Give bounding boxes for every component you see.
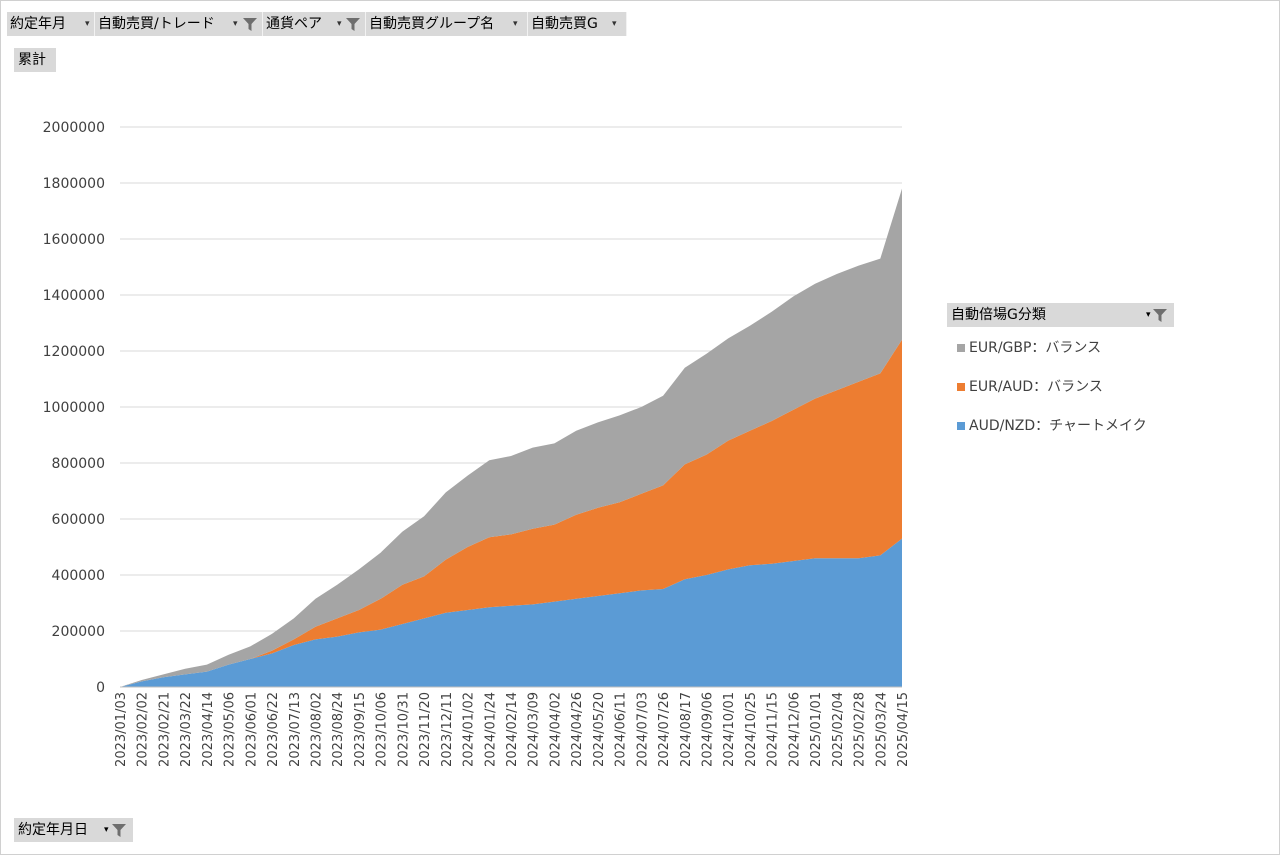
- x-tick-label: 2024/02/14: [505, 692, 520, 767]
- y-tick-label: 400000: [52, 568, 105, 584]
- axis-field-label: 約定年月日: [18, 822, 88, 838]
- field-button-auto-group-name[interactable]: 自動売買グループ名 ▾: [366, 12, 528, 36]
- legend-swatch: [957, 344, 965, 352]
- field-label: 通貨ペア: [266, 16, 322, 32]
- field-button-contract-month[interactable]: 約定年月 ▾: [7, 12, 95, 36]
- x-tick-label: 2023/11/20: [418, 692, 433, 767]
- legend-label: AUD/NZD：チャートメイク: [969, 418, 1147, 434]
- x-tick-label: 2023/06/01: [244, 692, 259, 767]
- x-tick-label: 2023/08/02: [310, 692, 325, 767]
- legend-item-eur-aud: EUR/AUD：バランス: [957, 376, 1103, 396]
- x-tick-label: 2024/10/25: [744, 692, 759, 767]
- x-tick-label: 2024/01/02: [462, 692, 477, 767]
- legend-field-label: 自動倍場G分類: [951, 307, 1046, 323]
- x-axis-ticks: 2023/01/03 2023/02/02 2023/02/21 2023/03/22…: [114, 692, 911, 767]
- x-tick-label: 2023/02/21: [157, 692, 172, 767]
- x-tick-label: 2024/10/01: [722, 692, 737, 767]
- field-label: 自動売買G: [531, 16, 598, 32]
- legend-swatch: [957, 422, 965, 430]
- x-tick-label: 2024/07/26: [657, 692, 672, 767]
- x-tick-label: 2025/01/01: [809, 692, 824, 767]
- series-area: [120, 339, 902, 687]
- x-tick-label: 2023/09/15: [353, 692, 368, 767]
- field-button-auto-trade[interactable]: 自動売買/トレード ▾: [95, 12, 263, 36]
- dropdown-icon[interactable]: ▾: [85, 19, 90, 29]
- y-tick-label: 1200000: [43, 344, 105, 360]
- x-tick-label: 2024/11/15: [766, 692, 781, 767]
- x-tick-label: 2023/07/13: [288, 692, 303, 767]
- y-tick-label: 200000: [52, 624, 105, 640]
- x-tick-label: 2024/08/17: [679, 692, 694, 767]
- x-tick-label: 2025/04/15: [896, 692, 911, 767]
- y-tick-label: 0: [96, 680, 105, 696]
- x-tick-label: 2023/01/03: [114, 692, 129, 767]
- x-tick-label: 2025/02/04: [831, 692, 846, 767]
- y-tick-label: 800000: [52, 456, 105, 472]
- x-tick-label: 2024/06/11: [614, 692, 629, 767]
- legend-swatch: [957, 383, 965, 391]
- field-button-auto-group[interactable]: 自動売買G ▾: [528, 12, 627, 36]
- x-tick-label: 2023/08/24: [331, 692, 346, 767]
- x-tick-label: 2024/04/26: [570, 692, 585, 767]
- axis-field-button[interactable]: 約定年月日 ▾: [14, 818, 133, 842]
- x-tick-label: 2023/03/22: [179, 692, 194, 767]
- dropdown-icon[interactable]: ▾: [233, 19, 238, 29]
- field-label: 約定年月: [10, 16, 66, 32]
- x-tick-label: 2023/04/14: [201, 692, 216, 767]
- legend-item-eur-gbp: EUR/GBP：バランス: [957, 337, 1101, 357]
- value-field-button[interactable]: 累計: [14, 48, 56, 72]
- dropdown-icon[interactable]: ▾: [104, 825, 109, 835]
- x-tick-label: 2024/05/20: [592, 692, 607, 767]
- legend-label: EUR/AUD：バランス: [969, 379, 1103, 395]
- x-tick-label: 2025/03/24: [874, 692, 889, 767]
- field-label: 自動売買グループ名: [369, 16, 495, 32]
- x-tick-label: 2023/05/06: [223, 692, 238, 767]
- y-tick-label: 1800000: [43, 176, 105, 192]
- filter-icon[interactable]: [242, 16, 258, 32]
- x-tick-label: 2023/12/11: [440, 692, 455, 767]
- dropdown-icon[interactable]: ▾: [1146, 310, 1151, 320]
- field-button-currency-pair[interactable]: 通貨ペア ▾: [263, 12, 366, 36]
- filter-icon[interactable]: [345, 16, 361, 32]
- x-tick-label: 2024/07/03: [635, 692, 650, 767]
- series-areas: [120, 188, 902, 688]
- x-tick-label: 2024/03/09: [527, 692, 542, 767]
- x-tick-label: 2024/04/02: [548, 692, 563, 767]
- x-tick-label: 2023/10/31: [396, 692, 411, 767]
- y-tick-label: 2000000: [43, 120, 105, 136]
- filter-icon[interactable]: [111, 822, 127, 838]
- x-tick-label: 2023/06/22: [266, 692, 281, 767]
- dropdown-icon[interactable]: ▾: [612, 19, 617, 29]
- dropdown-icon[interactable]: ▾: [513, 19, 518, 29]
- series-area: [120, 538, 902, 687]
- y-tick-label: 1000000: [43, 400, 105, 416]
- x-tick-label: 2024/12/06: [787, 692, 802, 767]
- x-tick-label: 2023/10/06: [375, 692, 390, 767]
- y-tick-label: 1400000: [43, 288, 105, 304]
- legend-item-aud-nzd: AUD/NZD：チャートメイク: [957, 415, 1147, 435]
- y-axis-ticks: 0 200000 400000 600000 800000 1000000 1200000 1…: [43, 120, 105, 696]
- legend-label: EUR/GBP：バランス: [969, 340, 1102, 356]
- x-tick-label: 2024/09/06: [701, 692, 716, 767]
- filter-icon[interactable]: [1152, 307, 1168, 323]
- legend-field-button[interactable]: 自動倍場G分類 ▾: [947, 303, 1174, 327]
- x-tick-label: 2023/02/02: [136, 692, 151, 767]
- dropdown-icon[interactable]: ▾: [337, 19, 342, 29]
- y-tick-label: 600000: [52, 512, 105, 528]
- x-tick-label: 2025/02/28: [853, 692, 868, 767]
- y-tick-label: 1600000: [43, 232, 105, 248]
- x-tick-label: 2024/01/24: [483, 692, 498, 767]
- field-label: 自動売買/トレード: [98, 16, 215, 32]
